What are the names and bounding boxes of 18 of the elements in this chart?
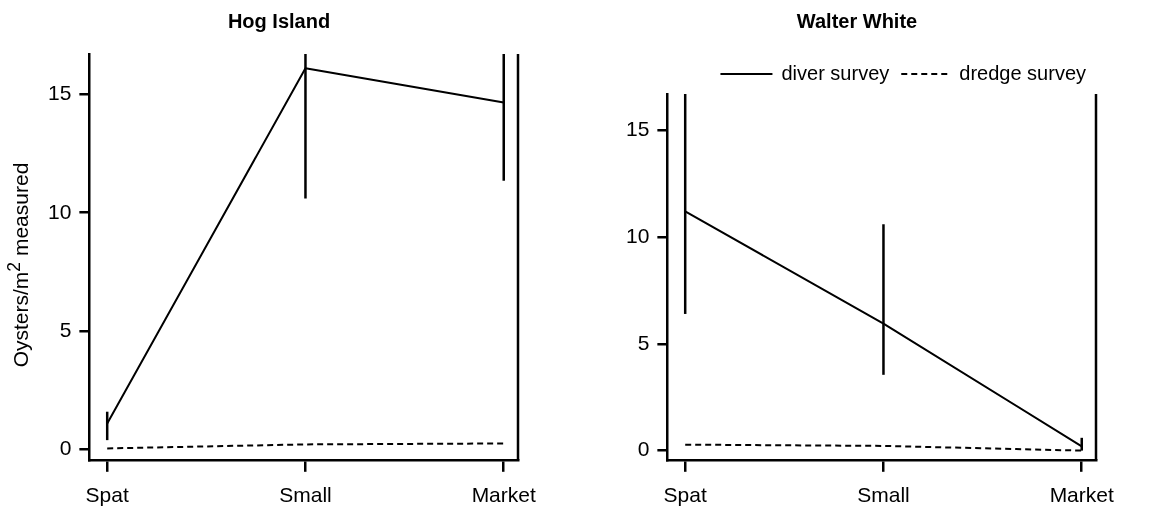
y-tick-label: 0 bbox=[59, 436, 72, 460]
chart-title: Walter White bbox=[796, 9, 918, 32]
chart-title: Hog Island bbox=[227, 9, 331, 32]
y-tick-label: 10 bbox=[626, 223, 650, 247]
y-tick-label: 15 bbox=[626, 117, 650, 141]
y-tick-label: 10 bbox=[48, 199, 72, 223]
y-tick-label: 0 bbox=[637, 437, 650, 461]
x-tick-label: Small bbox=[857, 483, 910, 507]
y-tick-label: 15 bbox=[48, 81, 72, 105]
legend-label: diver survey bbox=[781, 61, 890, 84]
x-tick-label: Spat bbox=[85, 483, 129, 507]
x-tick-label: Spat bbox=[663, 483, 707, 507]
y-tick-label: 5 bbox=[59, 317, 72, 341]
x-tick-label: Small bbox=[279, 483, 332, 507]
legend-label: dredge survey bbox=[959, 61, 1087, 84]
x-tick-label: Market bbox=[1049, 483, 1114, 507]
y-tick-label: 5 bbox=[637, 330, 650, 354]
x-tick-label: Market bbox=[471, 483, 536, 507]
